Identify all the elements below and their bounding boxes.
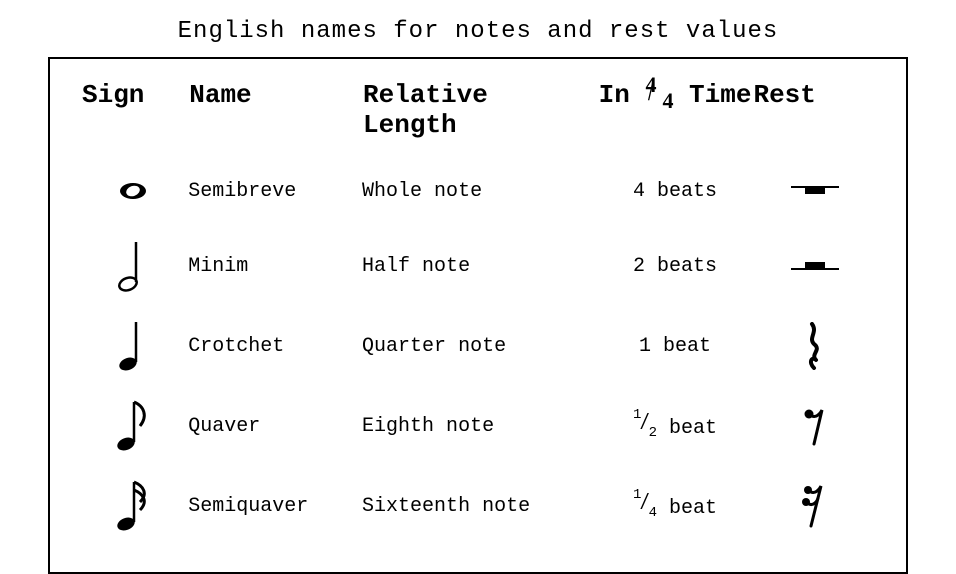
header-in-time: In 4 / 4 Time [598,77,753,156]
fraction-1-4-icon: 1 / 4 [633,493,657,515]
note-name: Minim [188,226,362,306]
table-row: Crotchet Quarter note 1 beat [78,306,878,386]
note-sign-quaver [78,386,188,466]
header-sign: Sign [78,77,188,156]
page-title: English names for notes and rest values [0,0,956,57]
semibreve-note-icon [110,168,156,214]
note-relative-length: Eighth note [362,386,598,466]
quaver-rest-icon [800,404,830,448]
semibreve-rest-icon [785,181,845,201]
note-relative-length: Quarter note [362,306,598,386]
header-in-time-prefix: In [599,80,630,110]
table-frame: Sign Name Relative Length In 4 / 4 Time … [48,57,908,574]
note-name: Crotchet [188,306,362,386]
time-signature-4-4-icon: 4 / 4 [645,78,673,108]
semiquaver-rest-icon [799,482,831,530]
note-name: Quaver [188,386,362,466]
header-relative-length: Relative Length [362,77,598,156]
quaver-note-icon [110,398,156,454]
header-in-time-suffix: Time [689,80,751,110]
notes-table: Sign Name Relative Length In 4 / 4 Time … [78,77,878,546]
minim-rest-icon [785,256,845,276]
table-row: Minim Half note 2 beats [78,226,878,306]
crotchet-note-icon [110,318,156,374]
semiquaver-note-icon [110,478,156,534]
header-rest: Rest [752,77,878,156]
note-time-value: 1 / 2 beat [598,386,753,466]
note-time-value: 4 beats [598,156,753,226]
minim-note-icon [110,238,156,294]
note-sign-semiquaver [78,466,188,546]
note-sign-semibreve [78,156,188,226]
note-time-value: 1 / 4 beat [598,466,753,546]
note-name: Semibreve [188,156,362,226]
note-relative-length: Whole note [362,156,598,226]
note-time-value: 1 beat [598,306,753,386]
table-row: Semibreve Whole note 4 beats [78,156,878,226]
note-sign-minim [78,226,188,306]
table-row: Quaver Eighth note 1 / 2 beat [78,386,878,466]
note-relative-length: Half note [362,226,598,306]
note-relative-length: Sixteenth note [362,466,598,546]
rest-sign-minim [752,226,878,306]
rest-sign-semibreve [752,156,878,226]
rest-sign-semiquaver [752,466,878,546]
fraction-1-2-icon: 1 / 2 [633,413,657,435]
note-time-unit: beat [669,417,717,440]
note-name: Semiquaver [188,466,362,546]
table-row: Semiquaver Sixteenth note 1 / 4 beat [78,466,878,546]
note-time-value: 2 beats [598,226,753,306]
rest-sign-quaver [752,386,878,466]
note-sign-crotchet [78,306,188,386]
crotchet-rest-icon [798,322,832,370]
table-header-row: Sign Name Relative Length In 4 / 4 Time … [78,77,878,156]
header-name: Name [188,77,362,156]
rest-sign-crotchet [752,306,878,386]
